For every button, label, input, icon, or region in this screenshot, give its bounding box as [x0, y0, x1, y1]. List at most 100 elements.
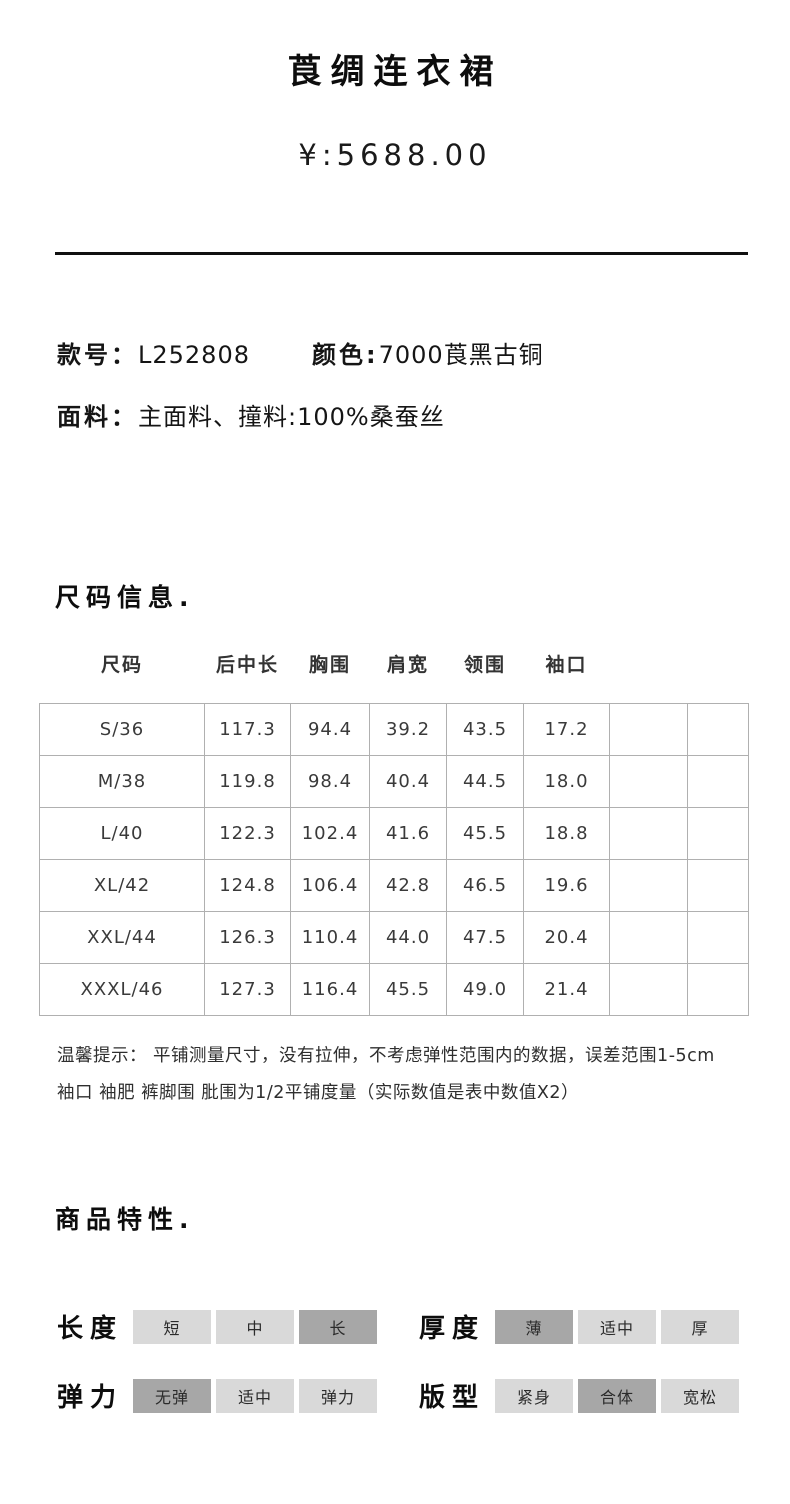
feature-label: 弹力 — [57, 1383, 124, 1413]
size-value-cell: 94.4 — [290, 703, 370, 756]
style-color-line: 款号：L252808 颜色:7000莨黑古铜 — [57, 336, 544, 374]
measurement-note: 温馨提示： 平铺测量尺寸，没有拉伸，不考虑弹性范围内的数据，误差范围1-5cm … — [57, 1038, 747, 1112]
feature-options: 薄适中厚 — [495, 1309, 744, 1344]
size-value-cell: 40.4 — [369, 755, 447, 808]
size-label-cell: XL/42 — [39, 859, 205, 912]
size-value-cell: 44.0 — [369, 911, 447, 964]
size-value-cell: 106.4 — [290, 859, 370, 912]
size-value-cell: 45.5 — [446, 807, 524, 860]
size-value-cell: 42.8 — [369, 859, 447, 912]
divider-line — [55, 252, 748, 255]
size-value-cell — [609, 859, 688, 912]
color-value: 7000莨黑古铜 — [378, 341, 544, 369]
size-value-cell: 124.8 — [204, 859, 291, 912]
feature-label: 厚度 — [419, 1314, 486, 1344]
size-table-header-cell: 肩宽 — [386, 654, 429, 676]
size-label-cell: L/40 — [39, 807, 205, 860]
note-line-2: 袖口 袖肥 裤脚围 肶围为1/2平铺度量（实际数值是表中数值X2） — [57, 1083, 579, 1103]
size-table-body: S/36 117.3 94.4 39.2 43.5 17.2 M/38 119.8 98.4 40… — [39, 703, 749, 1016]
feature-option-chip[interactable]: 适中 — [216, 1378, 294, 1413]
fabric-line: 面料：主面料、撞料:100%桑蚕丝 — [57, 398, 544, 436]
size-value-cell — [609, 807, 688, 860]
product-info: 款号：L252808 颜色:7000莨黑古铜 面料：主面料、撞料:100%桑蚕丝 — [57, 336, 544, 436]
feature-group-2: 弹力 无弹 适中 弹力 — [57, 1377, 419, 1414]
size-value-cell — [687, 703, 749, 756]
size-value-cell — [687, 807, 749, 860]
style-number-value: L252808 — [138, 341, 250, 369]
size-table-row: XXXL/46 127.3 116.4 45.5 49.0 21.4 — [39, 963, 749, 1016]
size-value-cell: 117.3 — [204, 703, 291, 756]
size-value-cell: 46.5 — [446, 859, 524, 912]
feature-option-chip[interactable]: 适中 — [578, 1309, 656, 1344]
size-table-header-cell: 胸围 — [308, 654, 351, 676]
size-value-cell: 122.3 — [204, 807, 291, 860]
feature-options: 紧身 合体 宽松 — [495, 1378, 744, 1413]
size-value-cell — [609, 703, 688, 756]
size-info-heading: 尺码信息. — [55, 583, 195, 612]
size-value-cell — [609, 911, 688, 964]
fabric-value: 主面料、撞料:100%桑蚕丝 — [138, 403, 445, 431]
size-value-cell: 19.6 — [523, 859, 610, 912]
size-table-row: XXL/44 126.3 110.4 44.0 47.5 20.4 — [39, 911, 749, 964]
feature-option-chip[interactable]: 宽松 — [661, 1378, 739, 1413]
style-number-label: 款号： — [57, 341, 138, 369]
size-table-header-cell: 后中长 — [215, 654, 279, 676]
size-table-row: L/40 122.3 102.4 41.6 45.5 18.8 — [39, 807, 749, 860]
size-table-row: S/36 117.3 94.4 39.2 43.5 17.2 — [39, 703, 749, 756]
size-table-header-cell: 领围 — [463, 654, 506, 676]
feature-option-chip[interactable]: 紧身 — [495, 1378, 573, 1413]
size-value-cell: 17.2 — [523, 703, 610, 756]
size-table-row: XL/42 124.8 106.4 42.8 46.5 19.6 — [39, 859, 749, 912]
feature-option-chip[interactable]: 中 — [216, 1309, 294, 1344]
size-value-cell: 126.3 — [204, 911, 291, 964]
size-value-cell: 39.2 — [369, 703, 447, 756]
feature-group-3: 版型 紧身 合体 宽松 — [419, 1377, 744, 1414]
size-value-cell: 49.0 — [446, 963, 524, 1016]
feature-group-0: 长度短中长 — [57, 1308, 419, 1345]
feature-option-chip[interactable]: 短 — [133, 1309, 211, 1344]
size-value-cell: 116.4 — [290, 963, 370, 1016]
size-value-cell — [687, 859, 749, 912]
feature-group-1: 厚度薄适中厚 — [419, 1308, 744, 1345]
size-value-cell: 41.6 — [369, 807, 447, 860]
size-table: 尺码 后中长 胸围 肩宽 领围 袖口 S/36 117.3 94.4 39.2 43.5 17.2 M… — [39, 650, 749, 1016]
size-value-cell: 119.8 — [204, 755, 291, 808]
size-value-cell: 43.5 — [446, 703, 524, 756]
size-value-cell: 102.4 — [290, 807, 370, 860]
feature-options: 短中长 — [133, 1309, 382, 1344]
size-table-header-cell: 尺码 — [100, 654, 143, 676]
size-value-cell: 47.5 — [446, 911, 524, 964]
size-value-cell: 44.5 — [446, 755, 524, 808]
feature-option-chip[interactable]: 厚 — [661, 1309, 739, 1344]
size-value-cell — [609, 755, 688, 808]
size-value-cell — [687, 963, 749, 1016]
size-table-header-cell: 袖口 — [545, 654, 588, 676]
size-value-cell — [609, 963, 688, 1016]
feature-label: 长度 — [57, 1314, 124, 1344]
product-price: ¥:5688.00 — [298, 138, 492, 172]
size-value-cell: 127.3 — [204, 963, 291, 1016]
size-value-cell: 18.8 — [523, 807, 610, 860]
feature-option-chip[interactable]: 弹力 — [299, 1378, 377, 1413]
size-label-cell: XXL/44 — [39, 911, 205, 964]
feature-option-chip-selected[interactable]: 合体 — [578, 1378, 656, 1413]
product-features-heading: 商品特性. — [55, 1205, 195, 1234]
feature-option-chip-selected[interactable]: 长 — [299, 1309, 377, 1344]
size-table-wrap: 尺码 后中长 胸围 肩宽 领围 袖口 S/36 117.3 94.4 39.2 43.5 17.2 M… — [39, 650, 749, 1016]
fabric-label: 面料： — [57, 403, 138, 431]
color-label: 颜色: — [312, 341, 379, 369]
size-table-row: M/38 119.8 98.4 40.4 44.5 18.0 — [39, 755, 749, 808]
feature-options: 无弹 适中 弹力 — [133, 1378, 382, 1413]
feature-option-chip-selected[interactable]: 薄 — [495, 1309, 573, 1344]
size-value-cell: 21.4 — [523, 963, 610, 1016]
size-value-cell: 18.0 — [523, 755, 610, 808]
size-label-cell: XXXL/46 — [39, 963, 205, 1016]
size-table-header-row: 尺码 后中长 胸围 肩宽 领围 袖口 — [40, 650, 749, 704]
size-value-cell — [687, 755, 749, 808]
note-line-1: 温馨提示： 平铺测量尺寸，没有拉伸，不考虑弹性范围内的数据，误差范围1-5cm — [57, 1046, 715, 1066]
feature-option-chip-selected[interactable]: 无弹 — [133, 1378, 211, 1413]
feature-groups: 长度短中长厚度薄适中厚弹力 无弹 适中 弹力 版型 紧身 合体 宽松 — [57, 1308, 744, 1414]
size-value-cell: 98.4 — [290, 755, 370, 808]
size-value-cell: 45.5 — [369, 963, 447, 1016]
size-label-cell: S/36 — [39, 703, 205, 756]
